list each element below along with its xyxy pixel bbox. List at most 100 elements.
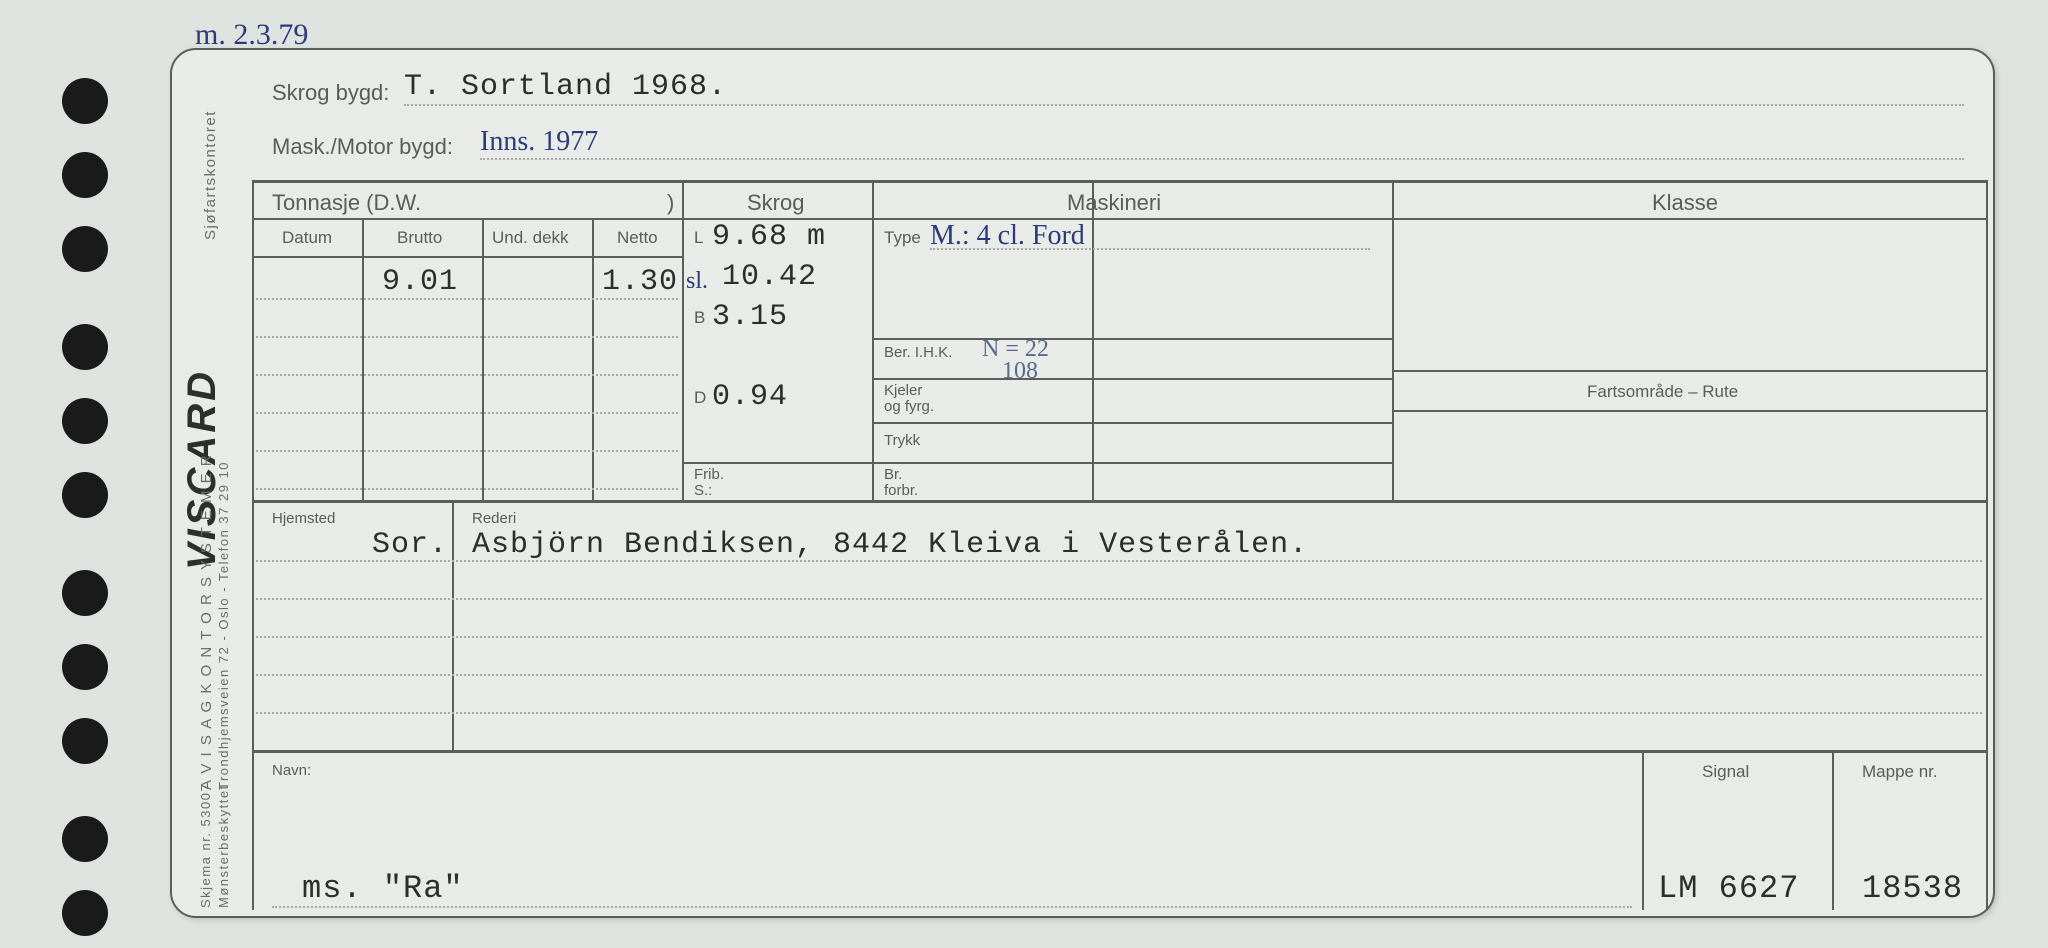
dotted-rule (404, 104, 1964, 106)
grid-line (872, 180, 874, 500)
side-text-skjema: Skjema nr. 53007 (198, 783, 213, 908)
punch-hole (62, 890, 108, 936)
skrog-L-label: L (694, 228, 703, 248)
brutto-value: 9.01 (382, 265, 458, 299)
ber-ihk-label: Ber. I.H.K. (884, 344, 952, 361)
dotted-rule (256, 450, 678, 452)
side-text-monster: Mønsterbeskyttet (216, 784, 231, 908)
grid-line (872, 338, 1392, 340)
grid-line (1832, 750, 1834, 910)
punch-hole (62, 472, 108, 518)
side-text-addr: Trondhjemsveien 72 - Oslo - Telefon 37 2… (216, 461, 231, 790)
punch-hole (62, 324, 108, 370)
ber-ihk-value2: 108 (1002, 358, 1038, 385)
skrog-S-label: S.: (694, 482, 712, 499)
skrog-sl-label: sl. (686, 268, 708, 295)
signal-value: LM 6627 (1658, 870, 1799, 907)
grid-line (1986, 750, 1988, 910)
grid-line (872, 378, 1392, 380)
col-netto: Netto (617, 228, 658, 248)
dotted-rule (256, 598, 1982, 600)
maskineri-type-label: Type (884, 228, 921, 248)
rederi-label: Rederi (472, 510, 516, 527)
grid-line (1392, 410, 1986, 412)
side-text-visag: A V I S A G K O N T O R S Y S T E M E R (198, 454, 215, 790)
col-brutto: Brutto (397, 228, 442, 248)
grid-line (592, 218, 594, 500)
grid-line (252, 750, 1986, 753)
skrog-B-label: B (694, 308, 705, 328)
skrog-L-value: 9.68 m (712, 220, 826, 254)
grid-line (1392, 370, 1986, 372)
grid-line (252, 500, 1986, 503)
grid-line (482, 218, 484, 500)
skrog-frib-label: Frib. (694, 466, 724, 483)
punch-hole (62, 226, 108, 272)
dotted-rule (256, 336, 678, 338)
grid-line (682, 180, 684, 500)
klasse-header: Klasse (1652, 190, 1718, 216)
side-text-sjofart: Sjøfartskontoret (202, 110, 219, 240)
punch-hole (62, 152, 108, 198)
dotted-rule (256, 374, 678, 376)
navn-label: Navn: (272, 762, 311, 779)
dotted-rule (480, 158, 1964, 160)
skrog-B-value: 3.15 (712, 300, 788, 334)
hjemsted-value: Sor. (372, 528, 448, 562)
dotted-rule (256, 636, 1982, 638)
grid-line (1092, 180, 1094, 500)
punch-hole (62, 398, 108, 444)
dotted-rule (930, 248, 1370, 250)
dotted-rule (256, 412, 678, 414)
signal-label: Signal (1702, 762, 1749, 782)
grid-line (1392, 180, 1394, 500)
dotted-rule (272, 906, 1632, 908)
col-und-dekk: Und. dekk (492, 228, 569, 248)
skrog-D-value: 0.94 (712, 380, 788, 414)
rederi-value: Asbjörn Bendiksen, 8442 Kleiva i Vesterå… (472, 528, 1308, 562)
tonnasje-label: Tonnasje (D.W. (272, 190, 421, 216)
fartsomrade-label: Fartsområde – Rute (1587, 382, 1738, 402)
dotted-rule (256, 560, 1982, 562)
skrog-bygd-label: Skrog bygd: (272, 80, 389, 106)
maskineri-header: Maskineri (1067, 190, 1161, 216)
grid-line (252, 180, 1986, 183)
dotted-rule (256, 674, 1982, 676)
mask-motor-bygd-label: Mask./Motor bygd: (272, 134, 453, 160)
skrog-sl-value: 10.42 (722, 260, 817, 294)
skrog-D-label: D (694, 388, 706, 408)
hjemsted-label: Hjemsted (272, 510, 335, 527)
dotted-rule (256, 488, 678, 490)
grid-line (1986, 180, 1988, 750)
punch-hole (62, 78, 108, 124)
punch-hole (62, 570, 108, 616)
skrog-bygd-value: T. Sortland 1968. (404, 70, 727, 104)
navn-value: ms. "Ra" (302, 870, 464, 907)
br-label: Br. (884, 466, 902, 483)
forbr-label: forbr. (884, 482, 918, 499)
og-fyrg-label: og fyrg. (884, 398, 934, 415)
grid-line (682, 462, 872, 464)
dotted-rule (256, 298, 678, 300)
kjeler-label: Kjeler (884, 382, 922, 399)
mappe-value: 18538 (1862, 870, 1963, 907)
grid-line (252, 218, 682, 220)
mappe-label: Mappe nr. (1862, 762, 1938, 782)
page-background: m. 2.3.79 Sjøfartskontoret VISCARD A V I… (0, 0, 2048, 948)
punch-hole (62, 816, 108, 862)
grid-line (1642, 750, 1644, 910)
skrog-header: Skrog (747, 190, 804, 216)
dotted-rule (256, 712, 1982, 714)
grid-line (872, 462, 1392, 464)
date-annotation: m. 2.3.79 (195, 18, 308, 52)
punch-hole (62, 718, 108, 764)
grid-line (362, 218, 364, 500)
grid-line (252, 180, 254, 750)
grid-line (252, 750, 254, 910)
grid-line (682, 218, 1986, 220)
netto-value: 1.30 (602, 265, 678, 299)
col-datum: Datum (282, 228, 332, 248)
trykk-label: Trykk (884, 432, 920, 449)
mask-motor-bygd-value: Inns. 1977 (480, 126, 598, 158)
grid-line (252, 256, 682, 258)
